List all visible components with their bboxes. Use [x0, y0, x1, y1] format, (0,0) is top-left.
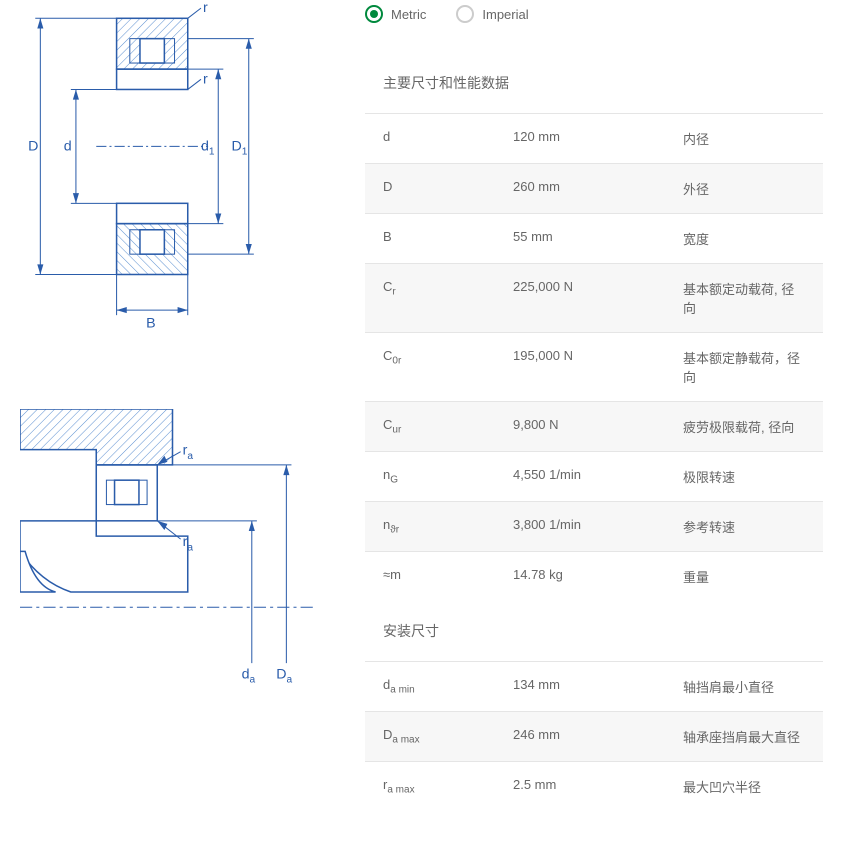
table-row: nϑr3,800 1/min参考转速 [365, 501, 823, 551]
table-row: d120 mm内径 [365, 113, 823, 163]
table-row: D260 mm外径 [365, 163, 823, 213]
main-dimensions-table: d120 mm内径D260 mm外径B55 mm宽度Cr225,000 N基本额… [365, 113, 823, 601]
description-cell: 疲劳极限载荷, 径向 [683, 417, 805, 436]
svg-text:ra: ra [183, 442, 194, 461]
description-cell: 极限转速 [683, 467, 805, 486]
bearing-cross-section-diagram: D d d1 D1 r r B [20, 0, 325, 349]
value-cell: 2.5 mm [513, 777, 683, 796]
description-cell: 轴承座挡肩最大直径 [683, 727, 805, 746]
symbol-cell: d [383, 129, 513, 148]
value-cell: 14.78 kg [513, 567, 683, 586]
description-cell: 重量 [683, 567, 805, 586]
svg-text:da: da [242, 666, 256, 685]
svg-text:Da: Da [276, 666, 292, 685]
value-cell: 4,550 1/min [513, 467, 683, 486]
symbol-cell: C0r [383, 348, 513, 386]
radio-icon [456, 5, 474, 23]
section-title: 安装尺寸 [365, 601, 823, 661]
description-cell: 基本额定动载荷, 径向 [683, 279, 805, 317]
value-cell: 260 mm [513, 179, 683, 198]
value-cell: 55 mm [513, 229, 683, 248]
svg-text:B: B [146, 315, 155, 331]
symbol-cell: ≈m [383, 567, 513, 586]
mounting-dimensions-table: da min134 mm轴挡肩最小直径Da max246 mm轴承座挡肩最大直径… [365, 661, 823, 811]
value-cell: 3,800 1/min [513, 517, 683, 536]
table-row: ra max2.5 mm最大凹穴半径 [365, 761, 823, 811]
symbol-cell: B [383, 229, 513, 248]
table-row: da min134 mm轴挡肩最小直径 [365, 661, 823, 711]
svg-text:D1: D1 [231, 138, 247, 157]
value-cell: 246 mm [513, 727, 683, 746]
metric-radio[interactable]: Metric [365, 5, 426, 23]
value-cell: 225,000 N [513, 279, 683, 317]
value-cell: 120 mm [513, 129, 683, 148]
table-row: Da max246 mm轴承座挡肩最大直径 [365, 711, 823, 761]
description-cell: 轴挡肩最小直径 [683, 677, 805, 696]
main-dimensions-section: 主要尺寸和性能数据 d120 mm内径D260 mm外径B55 mm宽度Cr22… [365, 53, 823, 601]
symbol-cell: nG [383, 467, 513, 486]
symbol-cell: nϑr [383, 517, 513, 536]
description-cell: 外径 [683, 179, 805, 198]
value-cell: 9,800 N [513, 417, 683, 436]
diagram1-svg: D d d1 D1 r r B [20, 0, 325, 346]
symbol-cell: ra max [383, 777, 513, 796]
table-row: ≈m14.78 kg重量 [365, 551, 823, 601]
metric-label: Metric [391, 7, 426, 22]
table-row: Cr225,000 N基本额定动载荷, 径向 [365, 263, 823, 332]
description-cell: 参考转速 [683, 517, 805, 536]
symbol-cell: Da max [383, 727, 513, 746]
imperial-label: Imperial [482, 7, 528, 22]
section-title: 主要尺寸和性能数据 [365, 53, 823, 113]
value-cell: 134 mm [513, 677, 683, 696]
symbol-cell: Cur [383, 417, 513, 436]
description-cell: 基本额定静载荷，径向 [683, 348, 805, 386]
table-row: nG4,550 1/min极限转速 [365, 451, 823, 501]
symbol-cell: da min [383, 677, 513, 696]
diagram2-svg: ra ra da Da [20, 409, 325, 694]
svg-text:D: D [28, 138, 38, 154]
unit-toggle: Metric Imperial [365, 0, 823, 23]
description-cell: 宽度 [683, 229, 805, 248]
description-cell: 最大凹穴半径 [683, 777, 805, 796]
symbol-cell: Cr [383, 279, 513, 317]
table-row: C0r195,000 N基本额定静载荷，径向 [365, 332, 823, 401]
mounting-dimension-diagram: ra ra da Da [20, 409, 325, 697]
table-row: B55 mm宽度 [365, 213, 823, 263]
symbol-cell: D [383, 179, 513, 198]
table-row: Cur9,800 N疲劳极限载荷, 径向 [365, 401, 823, 451]
imperial-radio[interactable]: Imperial [456, 5, 528, 23]
svg-text:d1: d1 [201, 138, 215, 157]
value-cell: 195,000 N [513, 348, 683, 386]
svg-text:r: r [203, 71, 208, 87]
description-cell: 内径 [683, 129, 805, 148]
svg-text:d: d [64, 138, 72, 154]
mounting-dimensions-section: 安装尺寸 da min134 mm轴挡肩最小直径Da max246 mm轴承座挡… [365, 601, 823, 811]
svg-text:r: r [203, 0, 208, 16]
radio-icon [365, 5, 383, 23]
